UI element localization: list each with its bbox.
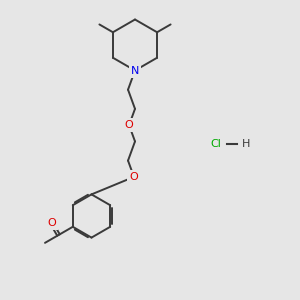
Text: O: O (125, 120, 134, 130)
Text: Cl: Cl (211, 139, 221, 149)
Text: H: H (242, 139, 250, 149)
Text: O: O (47, 218, 56, 228)
Text: O: O (130, 172, 138, 182)
Text: N: N (131, 65, 139, 76)
